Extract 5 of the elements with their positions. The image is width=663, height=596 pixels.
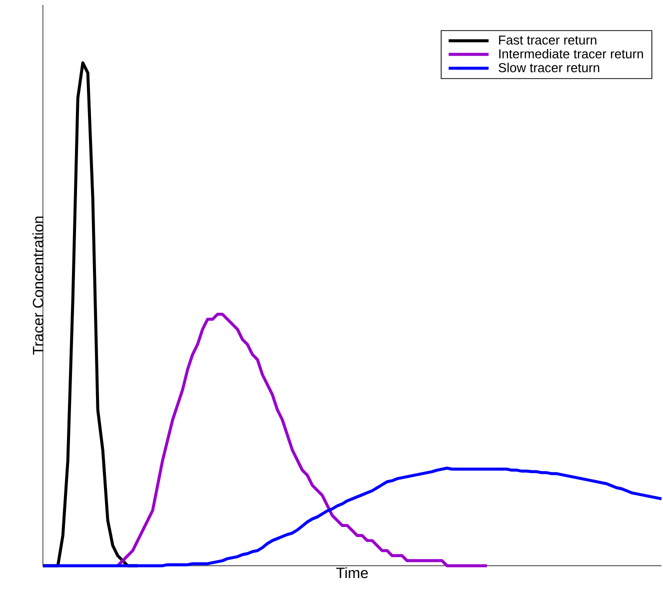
legend-label: Slow tracer return <box>498 62 600 72</box>
y-axis-title: Tracer Concentration <box>32 216 44 355</box>
legend-label: Intermediate tracer return <box>499 49 643 59</box>
legend-label: Fast tracer return <box>499 36 596 45</box>
x-axis-title: Time <box>336 567 368 578</box>
